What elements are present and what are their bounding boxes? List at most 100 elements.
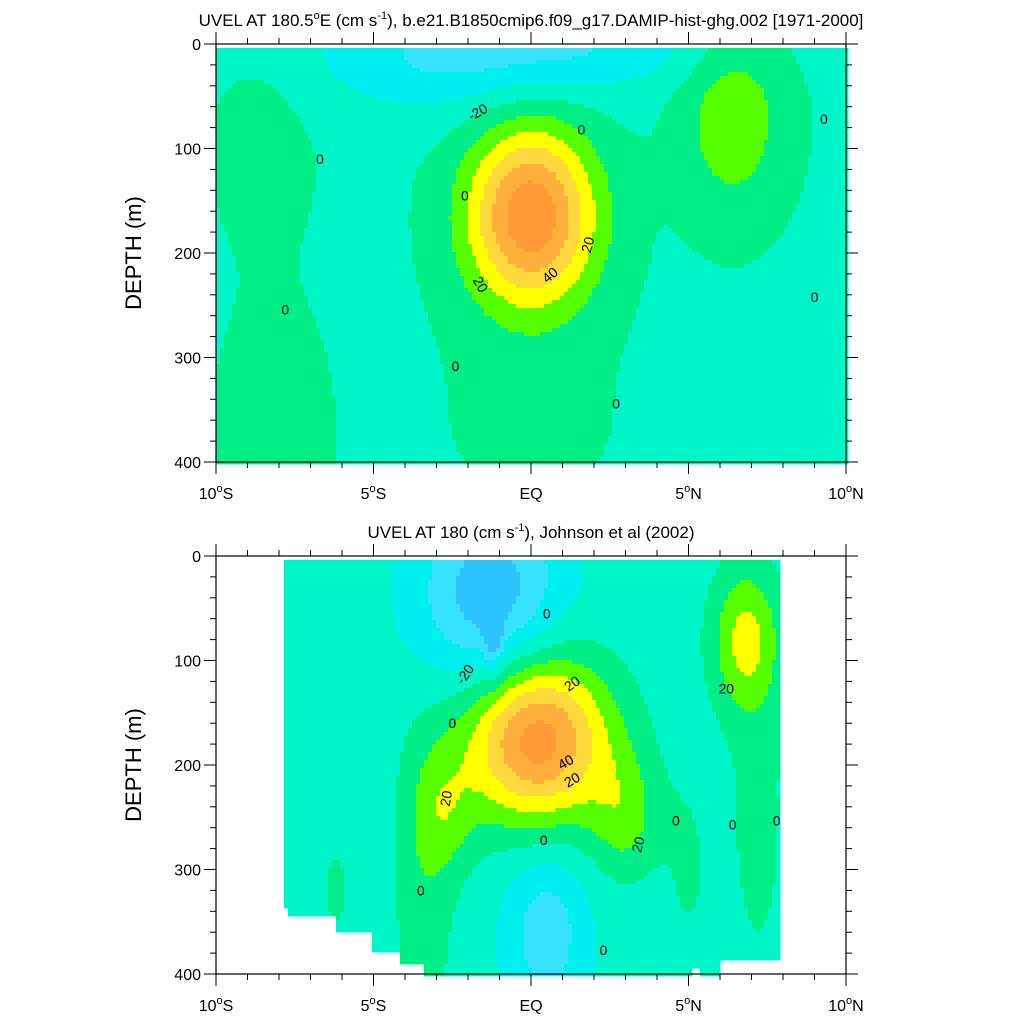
field-cell bbox=[356, 76, 360, 80]
field-cell bbox=[756, 108, 760, 112]
field-cell bbox=[812, 68, 816, 72]
field-cell bbox=[824, 76, 828, 80]
field-cell bbox=[352, 148, 356, 152]
field-cell bbox=[396, 140, 400, 144]
field-cell bbox=[644, 104, 648, 108]
field-cell bbox=[744, 136, 748, 140]
field-cell bbox=[392, 140, 396, 144]
field-cell bbox=[296, 128, 300, 132]
field-cell bbox=[332, 92, 336, 96]
field-cell bbox=[708, 140, 712, 144]
field-cell bbox=[292, 112, 296, 116]
field-cell bbox=[740, 108, 744, 112]
field-cell bbox=[728, 116, 732, 120]
field-cell bbox=[488, 56, 492, 60]
field-cell bbox=[504, 96, 508, 100]
field-cell bbox=[600, 144, 604, 148]
field-cell bbox=[696, 72, 700, 76]
field-cell bbox=[408, 64, 412, 68]
field-cell bbox=[664, 120, 668, 124]
field-cell bbox=[664, 128, 668, 132]
field-cell bbox=[396, 60, 400, 64]
field-cell bbox=[836, 48, 840, 52]
field-cell bbox=[292, 48, 296, 52]
field-cell bbox=[524, 148, 528, 152]
field-cell bbox=[680, 96, 684, 100]
field-cell bbox=[400, 144, 404, 148]
field-cell bbox=[600, 104, 604, 108]
field-cell bbox=[648, 76, 652, 80]
field-cell bbox=[748, 56, 752, 60]
field-cell bbox=[536, 108, 540, 112]
field-cell bbox=[740, 140, 744, 144]
field-cell bbox=[436, 128, 440, 132]
field-cell bbox=[556, 92, 560, 96]
field-cell bbox=[448, 112, 452, 116]
field-cell bbox=[408, 56, 412, 60]
field-cell bbox=[760, 124, 764, 128]
field-cell bbox=[712, 56, 716, 60]
field-cell bbox=[268, 112, 272, 116]
field-cell bbox=[256, 56, 260, 60]
field-cell bbox=[252, 52, 256, 56]
field-cell bbox=[412, 100, 416, 104]
field-cell bbox=[604, 68, 608, 72]
field-cell bbox=[832, 76, 836, 80]
field-cell bbox=[264, 76, 268, 80]
field-cell bbox=[464, 72, 468, 76]
field-cell bbox=[400, 128, 404, 132]
field-cell bbox=[832, 92, 836, 96]
field-cell bbox=[560, 148, 564, 152]
field-cell bbox=[308, 76, 312, 80]
field-cell bbox=[740, 64, 744, 68]
field-cell bbox=[548, 88, 552, 92]
field-cell bbox=[628, 144, 632, 148]
field-cell bbox=[620, 80, 624, 84]
field-cell bbox=[776, 88, 780, 92]
field-cell bbox=[468, 152, 472, 156]
field-cell bbox=[236, 64, 240, 68]
field-cell bbox=[608, 52, 612, 56]
field-cell bbox=[260, 144, 264, 148]
field-cell bbox=[464, 64, 468, 68]
field-cell bbox=[592, 84, 596, 88]
field-cell bbox=[788, 112, 792, 116]
field-cell bbox=[300, 72, 304, 76]
field-cell bbox=[348, 120, 352, 124]
field-cell bbox=[532, 64, 536, 68]
field-cell bbox=[256, 120, 260, 124]
field-cell bbox=[424, 84, 428, 88]
field-cell bbox=[448, 60, 452, 64]
field-cell bbox=[480, 148, 484, 152]
field-cell bbox=[652, 92, 656, 96]
field-cell bbox=[680, 80, 684, 84]
field-cell bbox=[304, 80, 308, 84]
field-cell bbox=[712, 68, 716, 72]
field-cell bbox=[552, 148, 556, 152]
field-cell bbox=[780, 148, 784, 152]
field-cell bbox=[612, 64, 616, 68]
field-cell bbox=[520, 108, 524, 112]
field-cell bbox=[444, 60, 448, 64]
field-cell bbox=[488, 72, 492, 76]
field-cell bbox=[412, 104, 416, 108]
field-cell bbox=[268, 92, 272, 96]
field-cell bbox=[300, 140, 304, 144]
field-cell bbox=[568, 84, 572, 88]
field-cell bbox=[300, 60, 304, 64]
field-cell bbox=[268, 72, 272, 76]
field-cell bbox=[584, 92, 588, 96]
field-cell bbox=[448, 92, 452, 96]
field-cell bbox=[360, 124, 364, 128]
field-cell bbox=[376, 152, 380, 156]
field-cell bbox=[604, 96, 608, 100]
field-cell bbox=[716, 132, 720, 136]
field-cell bbox=[420, 64, 424, 68]
field-cell bbox=[372, 148, 376, 152]
field-cell bbox=[380, 76, 384, 80]
field-cell bbox=[360, 104, 364, 108]
field-cell bbox=[416, 88, 420, 92]
field-cell bbox=[300, 136, 304, 140]
field-cell bbox=[704, 48, 708, 52]
field-cell bbox=[236, 128, 240, 132]
